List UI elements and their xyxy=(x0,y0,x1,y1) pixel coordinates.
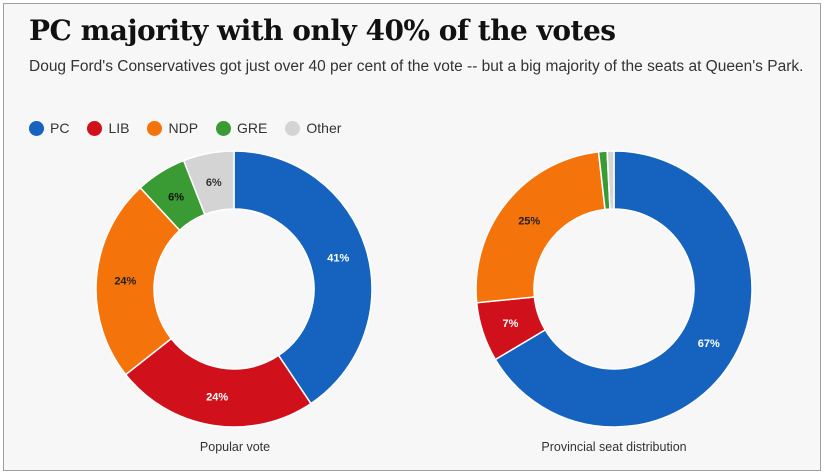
legend-item-other: Other xyxy=(285,120,341,136)
legend-label-pc: PC xyxy=(50,120,70,136)
legend-label-gre: GRE xyxy=(237,120,268,136)
donut-chart-seat-distribution: 67% 7% 25% xyxy=(475,150,753,428)
legend-item-lib: LIB xyxy=(87,120,129,136)
legend-label-ndp: NDP xyxy=(168,120,199,136)
legend-item-ndp: NDP xyxy=(147,120,198,136)
legend-swatch-pc xyxy=(29,120,44,136)
slice-label-ndp: 24% xyxy=(114,276,136,288)
donut-slice-ndp xyxy=(475,151,606,304)
donut-slice-ndp xyxy=(95,186,181,376)
donut-slice-pc xyxy=(494,150,753,428)
slice-label-lib: 24% xyxy=(206,392,228,404)
donut-slice-other xyxy=(182,150,235,216)
legend-label-other: Other xyxy=(306,120,342,136)
caption-popular-vote: Popular vote xyxy=(199,440,271,454)
legend-swatch-other xyxy=(285,120,301,136)
donut-chart-popular-vote: 41% 24% 24% 6% 6% xyxy=(95,150,373,428)
donut-slice-other xyxy=(606,150,615,210)
legend-swatch-lib xyxy=(87,120,103,136)
legend-swatch-gre xyxy=(216,120,232,136)
slice-label-pc: 67% xyxy=(698,338,720,350)
chart-subtitle: Doug Ford's Conservatives got just over … xyxy=(29,58,804,75)
slice-label-ndp: 25% xyxy=(518,216,540,228)
chart-title: PC majority with only 40% of the votes xyxy=(29,14,616,47)
donut-slice-pc xyxy=(233,150,373,405)
slice-label-lib: 7% xyxy=(503,318,519,330)
legend-item-gre: GRE xyxy=(216,120,267,136)
legend-label-lib: LIB xyxy=(108,120,130,136)
legend-swatch-ndp xyxy=(147,120,163,136)
donut-slice-lib xyxy=(124,337,312,428)
legend-item-pc: PC xyxy=(29,120,69,136)
chart-card: PC majority with only 40% of the votes D… xyxy=(3,3,821,471)
slice-label-other: 6% xyxy=(206,177,222,189)
legend: PC LIB NDP GRE Other xyxy=(29,120,341,136)
slice-label-gre: 6% xyxy=(168,192,184,204)
slice-label-pc: 41% xyxy=(327,252,349,264)
caption-seat-distribution: Provincial seat distribution xyxy=(541,440,687,454)
